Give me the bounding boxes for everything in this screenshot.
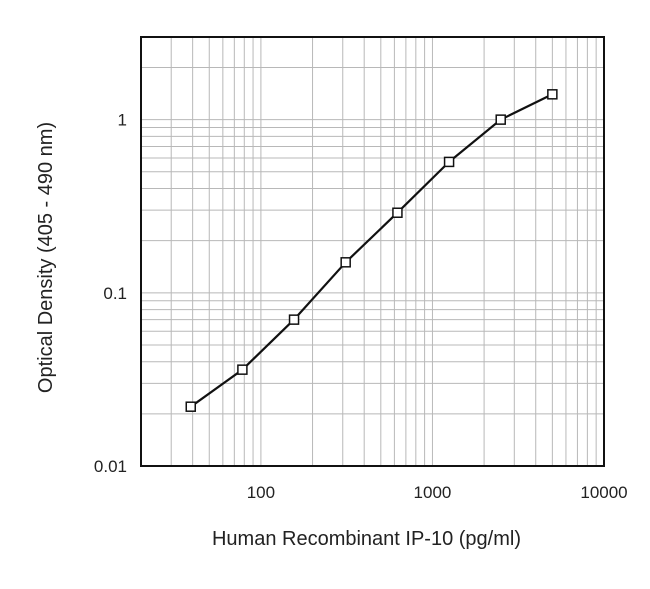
data-point-marker xyxy=(288,314,300,325)
data-point-marker xyxy=(392,207,403,218)
plot-frame xyxy=(140,36,605,467)
data-point-marker xyxy=(547,89,558,100)
data-point-marker xyxy=(495,114,506,125)
y-axis-label: Optical Density (405 - 490 nm) xyxy=(35,122,57,393)
data-point-marker xyxy=(443,156,455,168)
series-line xyxy=(190,93,553,408)
data-point-marker xyxy=(185,401,197,412)
series-layer xyxy=(185,89,558,412)
x-axis-label: Human Recombinant IP-10 (pg/ml) xyxy=(212,528,521,550)
grid-layer xyxy=(141,37,604,466)
x-tick-label: 10000 xyxy=(580,483,627,502)
y-tick-label: 0.01 xyxy=(94,457,127,476)
x-tick-label: 100 xyxy=(247,483,275,502)
y-tick-label: 1 xyxy=(118,111,127,130)
tick-label-layer: 100 1000 10000 0.01 0.1 1 xyxy=(94,111,628,502)
data-point-marker xyxy=(340,257,351,268)
x-tick-label: 1000 xyxy=(414,483,452,502)
data-point-marker xyxy=(237,364,248,375)
y-tick-label: 0.1 xyxy=(103,284,127,303)
